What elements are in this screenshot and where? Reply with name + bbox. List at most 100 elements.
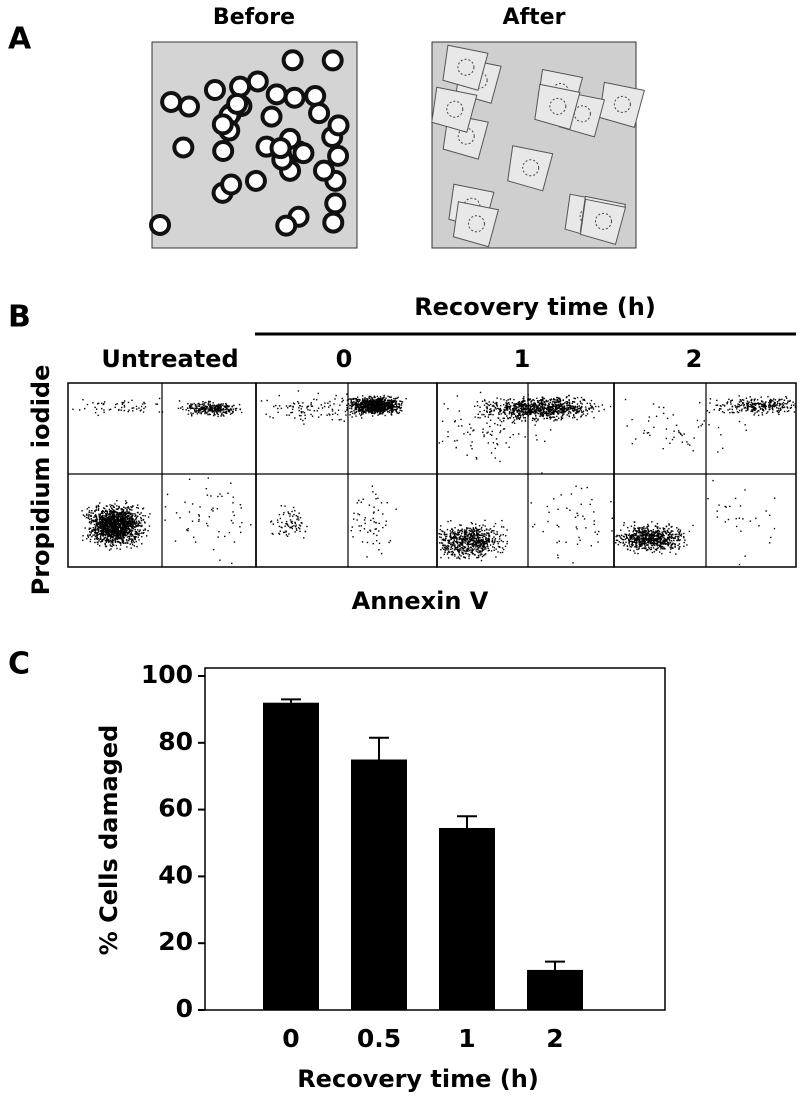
event-dot xyxy=(454,440,455,441)
event-dot xyxy=(563,412,564,413)
event-dot xyxy=(367,542,368,543)
event-dot xyxy=(510,409,511,410)
event-dot xyxy=(523,396,524,397)
event-dot xyxy=(204,402,205,403)
event-dot xyxy=(785,396,786,397)
event-dot xyxy=(538,401,539,402)
event-dot xyxy=(106,520,107,521)
event-dot xyxy=(398,406,399,407)
event-dot xyxy=(442,421,443,422)
event-dot xyxy=(481,414,482,415)
event-dot xyxy=(525,413,526,414)
event-dot xyxy=(448,551,449,552)
event-dot xyxy=(481,533,482,534)
event-dot xyxy=(572,403,573,404)
event-dot xyxy=(105,510,106,511)
event-dot xyxy=(447,529,448,530)
event-dot xyxy=(445,546,446,547)
event-dot xyxy=(87,535,88,536)
event-dot xyxy=(90,512,91,513)
event-dot xyxy=(102,520,103,521)
event-dot xyxy=(378,410,379,411)
event-dot xyxy=(398,403,399,404)
event-dot xyxy=(527,394,528,395)
event-dot xyxy=(136,522,137,523)
event-dot xyxy=(493,442,494,443)
event-dot xyxy=(192,404,193,405)
event-dot xyxy=(478,414,479,415)
event-dot xyxy=(375,522,376,523)
event-dot xyxy=(387,396,388,397)
event-dot xyxy=(440,525,441,526)
event-dot xyxy=(127,542,128,543)
flow-frame xyxy=(256,383,437,567)
event-dot xyxy=(275,405,276,406)
event-dot xyxy=(105,537,106,538)
event-dot xyxy=(535,435,536,436)
event-dot xyxy=(141,512,142,513)
event-dot xyxy=(115,541,116,542)
event-dot xyxy=(572,401,573,402)
event-dot xyxy=(591,499,592,500)
event-dot xyxy=(442,539,443,540)
event-dot xyxy=(297,516,298,517)
event-dot xyxy=(594,520,595,521)
event-dot xyxy=(467,550,468,551)
event-dot xyxy=(492,546,493,547)
event-dot xyxy=(214,413,215,414)
event-dot xyxy=(503,404,504,405)
cell xyxy=(326,194,344,212)
event-dot xyxy=(451,529,452,530)
event-dot xyxy=(379,543,380,544)
cell xyxy=(324,214,342,232)
event-dot xyxy=(279,534,280,535)
event-dot xyxy=(461,539,462,540)
event-dot xyxy=(572,408,573,409)
event-dot xyxy=(234,515,235,516)
event-dot xyxy=(322,407,323,408)
event-dot xyxy=(311,402,312,403)
event-dot xyxy=(126,509,127,510)
event-dot xyxy=(557,397,558,398)
event-dot xyxy=(457,550,458,551)
event-dot xyxy=(182,406,183,407)
event-dot xyxy=(484,399,485,400)
event-dot xyxy=(512,402,513,403)
event-dot xyxy=(334,398,335,399)
event-dot xyxy=(549,412,550,413)
event-dot xyxy=(91,530,92,531)
event-dot xyxy=(192,503,193,504)
event-dot xyxy=(598,410,599,411)
event-dot xyxy=(521,403,522,404)
event-dot xyxy=(576,526,577,527)
event-dot xyxy=(350,411,351,412)
event-dot xyxy=(101,527,102,528)
cell xyxy=(214,115,232,133)
event-dot xyxy=(217,496,218,497)
event-dot xyxy=(110,538,111,539)
event-dot xyxy=(111,516,112,517)
event-dot xyxy=(602,404,603,405)
event-dot xyxy=(287,407,288,408)
event-dot xyxy=(794,411,795,412)
event-dot xyxy=(110,518,111,519)
event-dot xyxy=(521,407,522,408)
event-dot xyxy=(386,403,387,404)
event-dot xyxy=(542,531,543,532)
event-dot xyxy=(544,401,545,402)
event-dot xyxy=(461,533,462,534)
event-dot xyxy=(191,414,192,415)
event-dot xyxy=(196,406,197,407)
event-dot xyxy=(568,413,569,414)
event-dot xyxy=(208,477,209,478)
event-dot xyxy=(569,411,570,412)
event-dot xyxy=(460,525,461,526)
event-dot xyxy=(546,414,547,415)
event-dot xyxy=(212,507,213,508)
event-dot xyxy=(443,545,444,546)
event-dot xyxy=(302,411,303,412)
event-dot xyxy=(298,519,299,520)
event-dot xyxy=(187,530,188,531)
event-dot xyxy=(484,520,485,521)
event-dot xyxy=(490,434,491,435)
